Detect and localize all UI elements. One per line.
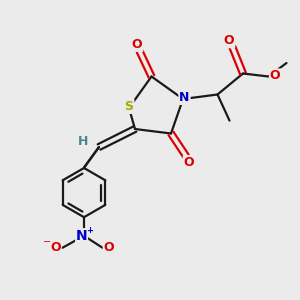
- Text: O: O: [184, 156, 194, 169]
- Text: +: +: [86, 226, 94, 235]
- Text: O: O: [50, 241, 61, 254]
- Text: N: N: [179, 91, 190, 104]
- Text: S: S: [124, 100, 134, 113]
- Text: −: −: [43, 237, 52, 248]
- Text: H: H: [78, 135, 88, 148]
- Text: O: O: [132, 38, 142, 51]
- Text: O: O: [103, 241, 114, 254]
- Text: O: O: [270, 69, 280, 82]
- Text: N: N: [76, 229, 87, 243]
- Text: O: O: [224, 34, 234, 47]
